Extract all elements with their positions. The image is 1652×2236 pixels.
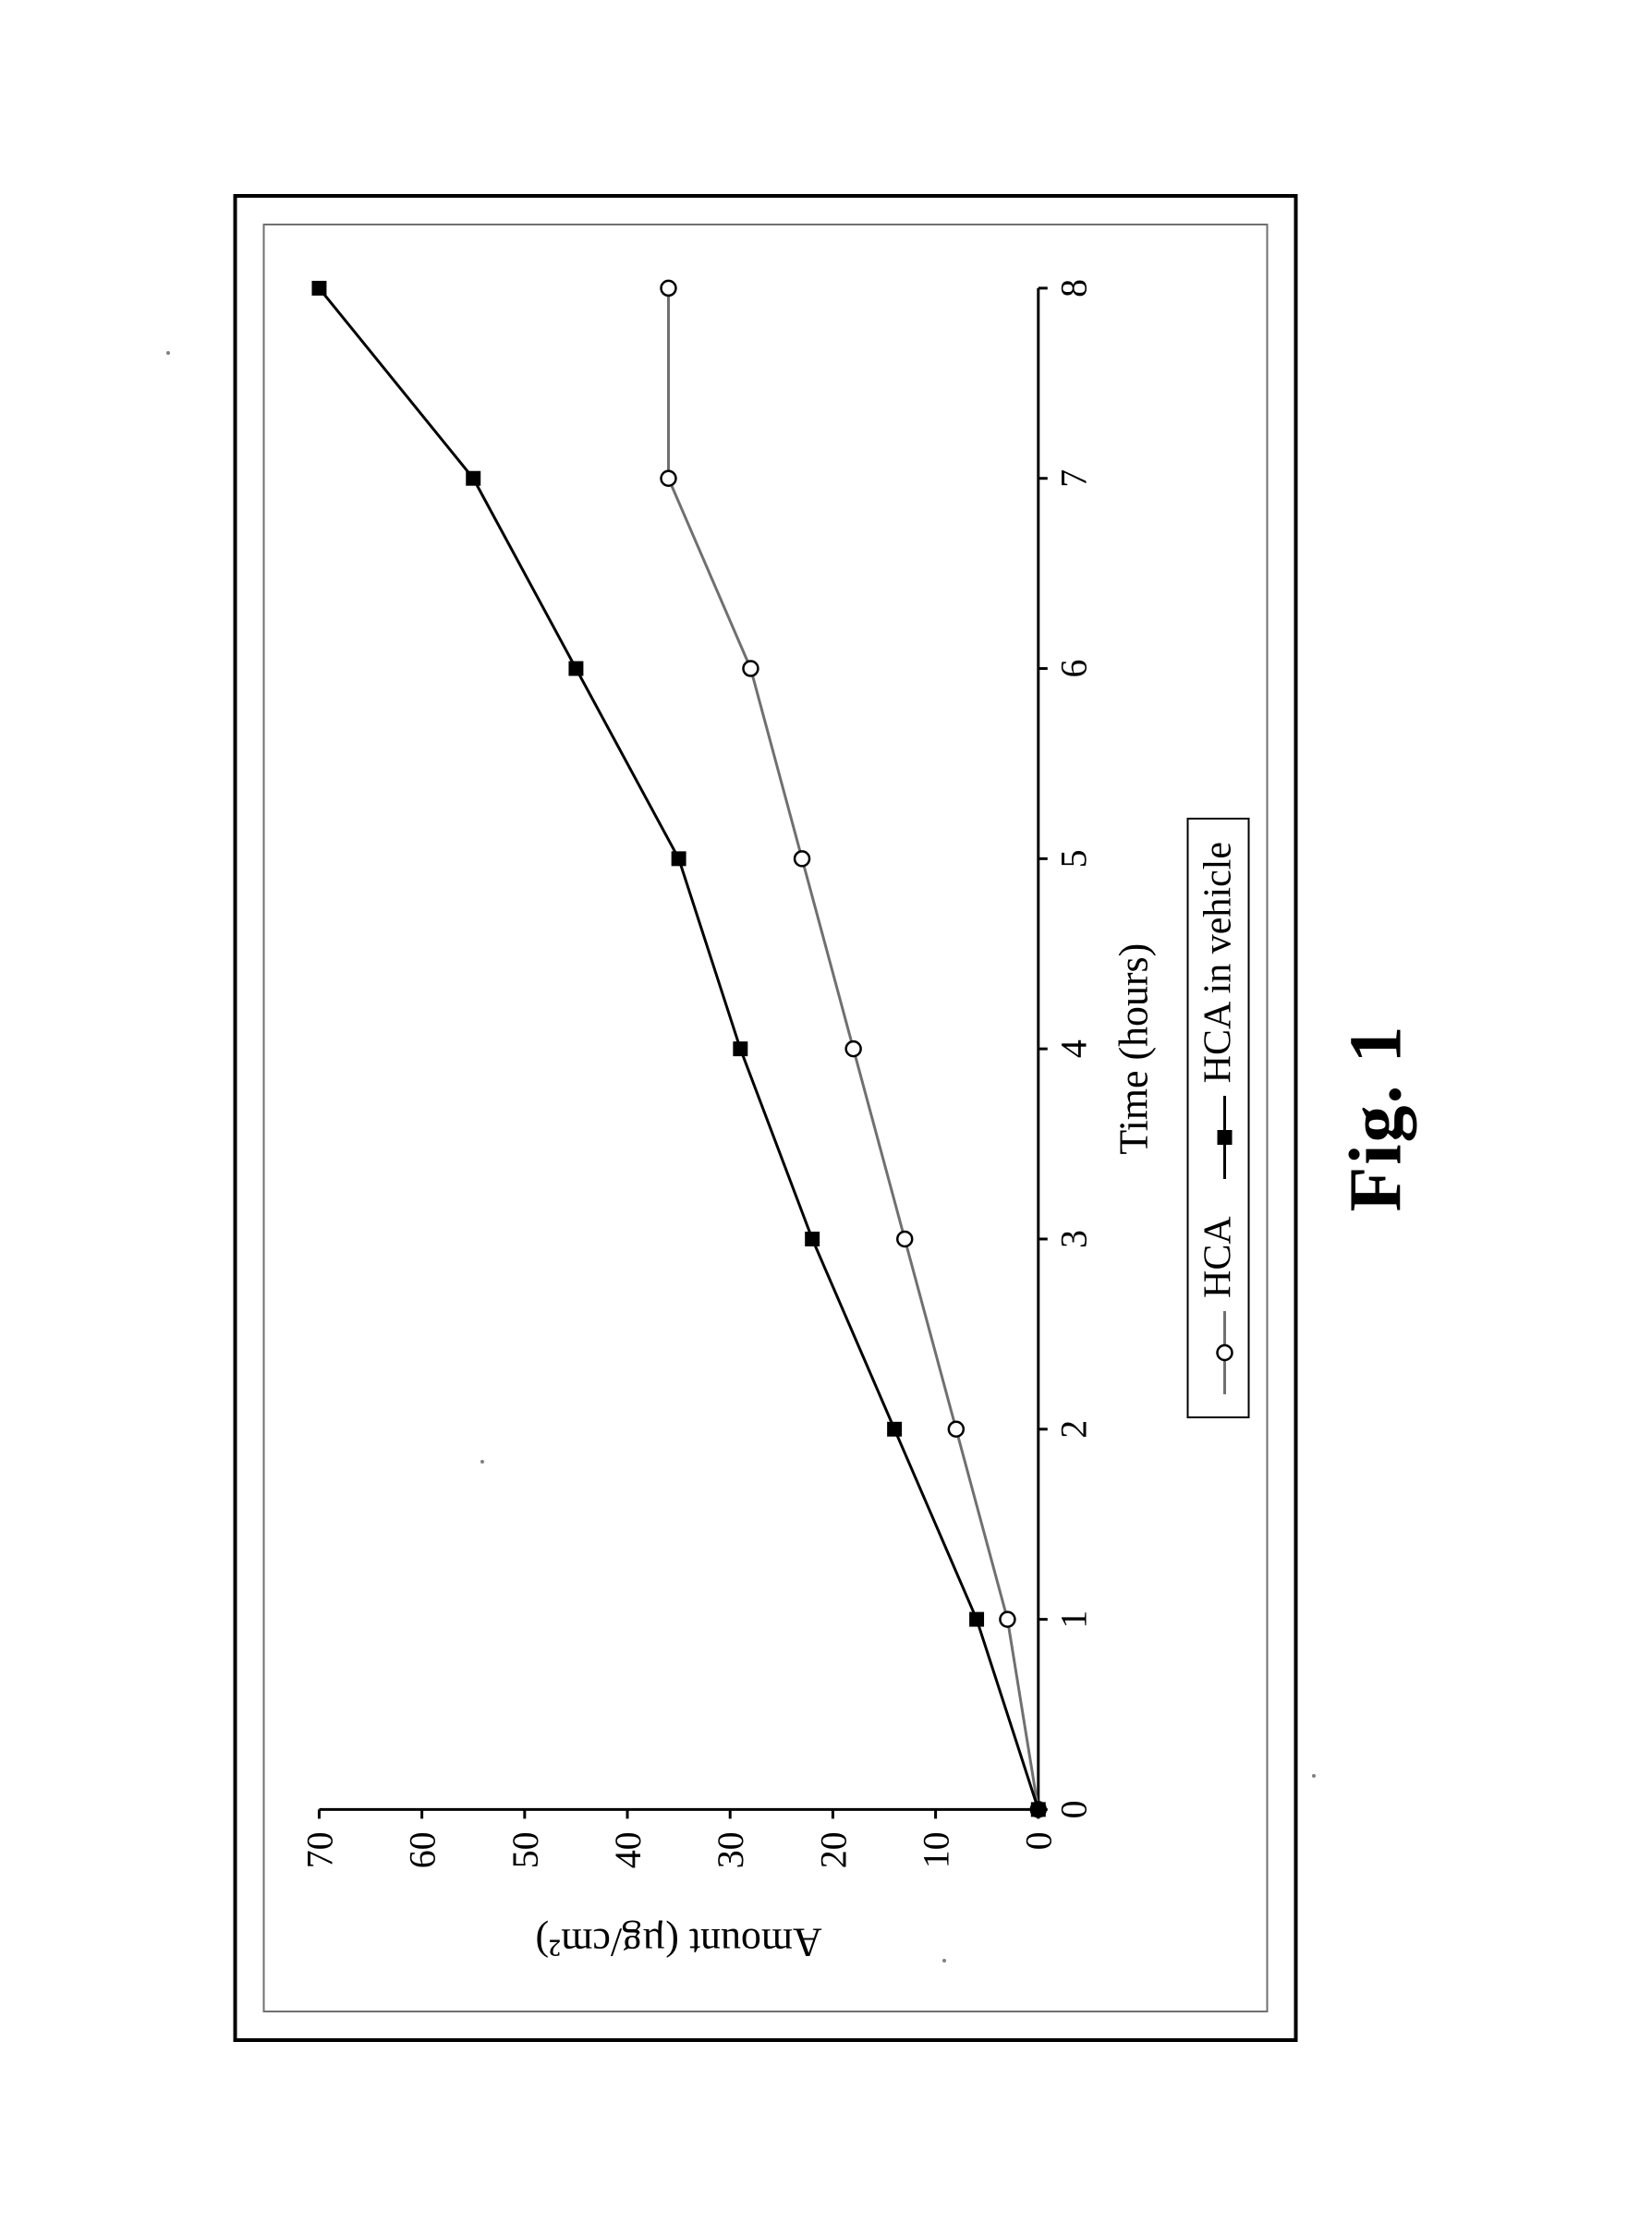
page: 0 10 20 30 40 50 60 70 0 1 2 3 4 5 6 7 8 Time (hours) Amou… [0,0,1652,2236]
scan-noise [942,1959,946,1963]
svg-text:0: 0 [1018,1831,1060,1850]
svg-text:0: 0 [1053,1800,1095,1818]
svg-text:30: 30 [710,1831,751,1868]
svg-text:50: 50 [504,1831,546,1868]
legend: HCA HCA in vehicle [1187,818,1250,1418]
svg-text:60: 60 [402,1831,443,1868]
chart-inner-frame: 0 10 20 30 40 50 60 70 0 1 2 3 4 5 6 7 8 Time (hours) Amou… [263,224,1269,2012]
svg-text:40: 40 [607,1831,649,1868]
svg-text:Amount (µg/cm²): Amount (µg/cm²) [535,1920,821,1964]
line-chart: 0 10 20 30 40 50 60 70 0 1 2 3 4 5 6 7 8 Time (hours) Amou… [291,251,1169,1985]
svg-text:6: 6 [1053,660,1095,678]
svg-text:3: 3 [1053,1230,1095,1248]
svg-text:7: 7 [1053,469,1095,488]
legend-swatch [1205,1311,1233,1394]
svg-text:2: 2 [1053,1420,1095,1439]
scan-noise [480,1460,484,1464]
svg-text:20: 20 [812,1831,854,1868]
legend-item: HCA [1196,1216,1241,1394]
svg-text:8: 8 [1053,279,1095,298]
legend-label: HCA in vehicle [1196,842,1241,1083]
svg-text:1: 1 [1053,1610,1095,1629]
legend-label: HCA [1196,1216,1241,1298]
svg-text:10: 10 [916,1831,957,1868]
legend-swatch [1205,1096,1233,1179]
svg-text:5: 5 [1053,849,1095,868]
svg-text:Time (hours): Time (hours) [1112,943,1157,1155]
figure-block: 0 10 20 30 40 50 60 70 0 1 2 3 4 5 6 7 8 Time (hours) Amou… [234,102,1419,2134]
legend-item: HCA in vehicle [1196,842,1241,1179]
figure-caption: Fig. 1 [1335,1024,1419,1211]
chart-outer-frame: 0 10 20 30 40 50 60 70 0 1 2 3 4 5 6 7 8 Time (hours) Amou… [234,194,1298,2042]
scan-noise [1312,1774,1316,1778]
scan-noise [166,351,170,355]
svg-text:70: 70 [298,1831,340,1868]
svg-text:4: 4 [1053,1039,1095,1058]
rotated-figure: 0 10 20 30 40 50 60 70 0 1 2 3 4 5 6 7 8 Time (hours) Amou… [234,102,1419,2134]
